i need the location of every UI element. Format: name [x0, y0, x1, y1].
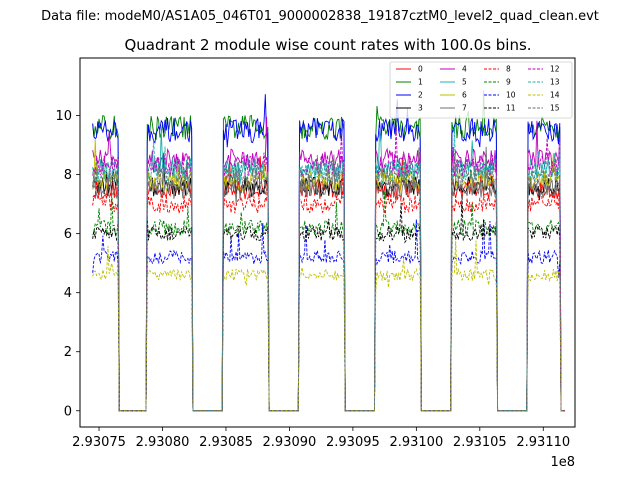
- series-line-2: [92, 94, 565, 412]
- series-line-0: [92, 155, 565, 412]
- x-tick-label: 2.93100: [389, 435, 443, 450]
- series-line-14: [92, 240, 565, 412]
- legend-label: 15: [550, 104, 560, 113]
- y-tick-label: 8: [64, 168, 72, 183]
- chart-suptitle: Data file: modeM0/AS1A05_046T01_90000028…: [41, 9, 599, 24]
- series-line-15: [92, 147, 565, 412]
- series-layer: [92, 90, 565, 412]
- legend-label: 13: [550, 78, 560, 87]
- x-tick-label: 2.93110: [516, 435, 570, 450]
- x-tick-label: 2.93080: [136, 435, 190, 450]
- series-line-13: [92, 127, 565, 412]
- series-line-7: [92, 146, 565, 412]
- x-tick-label: 2.93095: [326, 435, 380, 450]
- legend-label: 12: [550, 65, 560, 74]
- legend-label: 7: [462, 104, 467, 113]
- x-tick-label: 2.93075: [72, 435, 126, 450]
- legend-label: 8: [506, 65, 511, 74]
- x-tick-label: 2.93105: [453, 435, 507, 450]
- x-tick-label: 2.93085: [199, 435, 253, 450]
- legend-label: 9: [506, 78, 511, 87]
- x-offset-label: 1e8: [550, 455, 575, 470]
- y-tick-label: 10: [55, 109, 72, 124]
- x-tick-label: 2.93090: [263, 435, 317, 450]
- series-line-1: [92, 90, 565, 412]
- x-axis: 2.93075 2.93080 2.93085 2.93090 2.93095 2.931…: [72, 427, 570, 450]
- legend-label: 14: [550, 91, 560, 100]
- legend-label: 10: [506, 91, 516, 100]
- series-line-8: [92, 172, 565, 412]
- y-tick-label: 0: [64, 404, 72, 419]
- legend-label: 1: [418, 78, 423, 87]
- y-axis: 0 2 4 6 8 10: [55, 109, 80, 419]
- series-line-11: [92, 195, 565, 412]
- legend-label: 2: [418, 91, 423, 100]
- y-tick-label: 6: [64, 227, 72, 242]
- legend-label: 6: [462, 91, 467, 100]
- series-line-10: [92, 219, 565, 412]
- legend-label: 11: [506, 104, 516, 113]
- y-tick-label: 4: [64, 286, 72, 301]
- legend-label: 4: [462, 65, 467, 74]
- legend-label: 3: [418, 104, 423, 113]
- series-line-3: [92, 156, 565, 412]
- y-tick-label: 2: [64, 345, 72, 360]
- legend-label: 0: [418, 65, 423, 74]
- legend-frame: [389, 61, 573, 119]
- chart-title: Quadrant 2 module wise count rates with …: [124, 36, 531, 54]
- legend-label: 5: [462, 78, 467, 87]
- plot-frame: [79, 57, 576, 428]
